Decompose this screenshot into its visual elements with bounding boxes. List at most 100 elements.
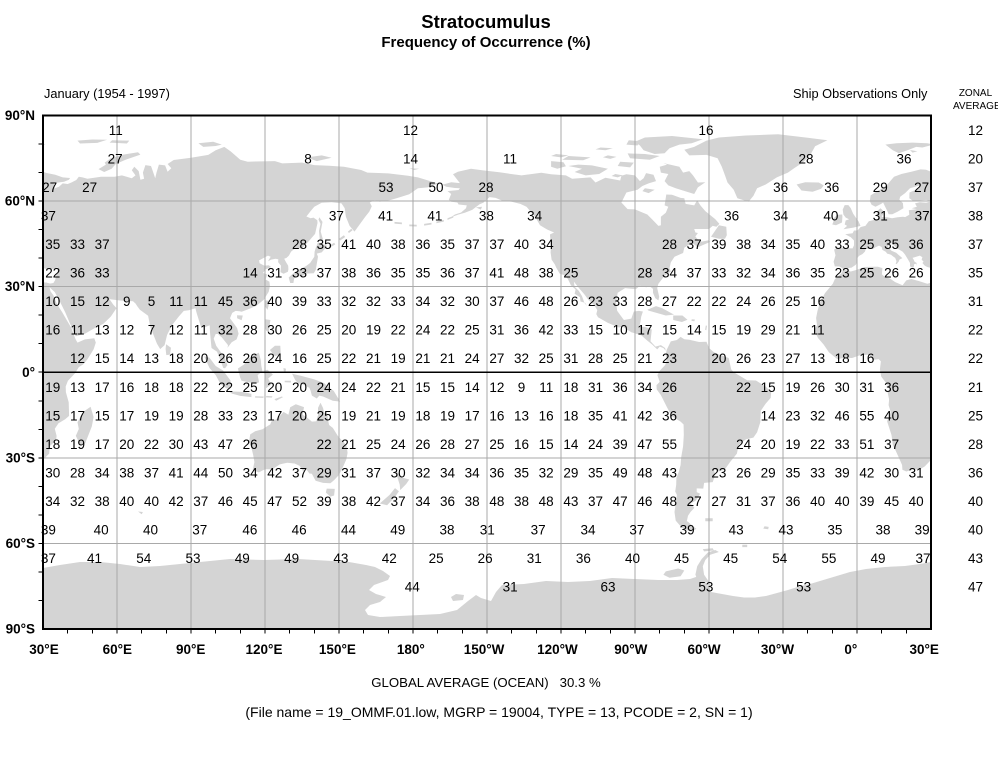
svg-text:24: 24	[391, 437, 407, 452]
svg-text:39: 39	[41, 522, 56, 537]
svg-text:24: 24	[736, 294, 752, 309]
svg-text:42: 42	[267, 465, 282, 480]
svg-text:35: 35	[785, 465, 800, 480]
svg-text:39: 39	[317, 494, 332, 509]
svg-text:30°E: 30°E	[909, 642, 938, 657]
svg-text:53: 53	[185, 551, 200, 566]
svg-text:18: 18	[835, 351, 850, 366]
svg-text:48: 48	[637, 465, 652, 480]
svg-text:17: 17	[119, 408, 134, 423]
svg-text:19: 19	[45, 380, 60, 395]
svg-text:8: 8	[304, 152, 312, 167]
svg-text:24: 24	[317, 380, 333, 395]
svg-text:41: 41	[169, 465, 184, 480]
svg-text:37: 37	[915, 209, 930, 224]
svg-text:45: 45	[674, 551, 689, 566]
svg-text:11: 11	[539, 380, 553, 395]
svg-text:24: 24	[588, 437, 604, 452]
svg-text:43: 43	[968, 551, 983, 566]
svg-text:36: 36	[785, 266, 800, 281]
svg-text:32: 32	[341, 294, 356, 309]
svg-text:23: 23	[711, 465, 726, 480]
svg-text:29: 29	[563, 465, 578, 480]
svg-text:38: 38	[736, 237, 751, 252]
svg-text:27: 27	[711, 494, 726, 509]
svg-text:11: 11	[194, 323, 208, 338]
svg-text:40: 40	[968, 494, 983, 509]
svg-text:53: 53	[796, 580, 811, 595]
svg-text:44: 44	[341, 522, 357, 537]
svg-text:25: 25	[429, 551, 444, 566]
svg-text:14: 14	[761, 408, 777, 423]
svg-text:34: 34	[761, 266, 777, 281]
svg-text:33: 33	[810, 465, 825, 480]
svg-text:36: 36	[489, 465, 504, 480]
svg-text:37: 37	[761, 494, 776, 509]
svg-text:36: 36	[773, 180, 788, 195]
svg-text:41: 41	[613, 408, 628, 423]
svg-text:14: 14	[465, 380, 481, 395]
svg-text:45: 45	[218, 294, 233, 309]
svg-text:26: 26	[810, 380, 825, 395]
svg-text:14: 14	[687, 323, 703, 338]
svg-text:19: 19	[440, 408, 455, 423]
svg-text:38: 38	[341, 266, 356, 281]
svg-text:39: 39	[711, 237, 726, 252]
svg-text:22: 22	[366, 380, 381, 395]
svg-text:54: 54	[772, 551, 788, 566]
svg-text:16: 16	[539, 408, 554, 423]
svg-text:26: 26	[662, 380, 677, 395]
svg-text:47: 47	[637, 437, 652, 452]
svg-text:24: 24	[267, 351, 283, 366]
svg-text:46: 46	[835, 408, 850, 423]
svg-text:14: 14	[563, 437, 579, 452]
svg-text:43: 43	[729, 522, 744, 537]
svg-text:34: 34	[527, 209, 543, 224]
svg-text:26: 26	[292, 323, 307, 338]
svg-text:45: 45	[243, 494, 258, 509]
svg-text:30: 30	[884, 465, 899, 480]
svg-text:36: 36	[366, 266, 381, 281]
svg-text:37: 37	[95, 237, 110, 252]
svg-text:40: 40	[884, 408, 899, 423]
svg-text:48: 48	[489, 494, 504, 509]
svg-text:26: 26	[478, 551, 493, 566]
svg-text:11: 11	[70, 323, 84, 338]
svg-text:18: 18	[169, 380, 184, 395]
svg-text:43: 43	[563, 494, 578, 509]
svg-text:90°W: 90°W	[614, 642, 647, 657]
svg-text:38: 38	[479, 209, 494, 224]
svg-text:37: 37	[391, 494, 406, 509]
svg-text:9: 9	[123, 294, 131, 309]
svg-text:26: 26	[243, 351, 258, 366]
svg-text:53: 53	[378, 180, 393, 195]
svg-text:13: 13	[144, 351, 159, 366]
svg-text:27: 27	[489, 351, 504, 366]
svg-text:37: 37	[884, 437, 899, 452]
svg-text:40: 40	[810, 494, 825, 509]
svg-text:28: 28	[798, 152, 813, 167]
svg-text:33: 33	[563, 323, 578, 338]
svg-text:34: 34	[415, 294, 431, 309]
svg-text:21: 21	[366, 351, 381, 366]
svg-text:43: 43	[193, 437, 208, 452]
svg-text:28: 28	[478, 180, 493, 195]
svg-text:32: 32	[514, 351, 529, 366]
svg-text:32: 32	[736, 266, 751, 281]
svg-text:21: 21	[968, 380, 983, 395]
svg-text:30: 30	[391, 465, 406, 480]
svg-text:54: 54	[136, 551, 152, 566]
svg-text:16: 16	[119, 380, 134, 395]
svg-text:180°: 180°	[397, 642, 425, 657]
svg-text:12: 12	[169, 323, 184, 338]
svg-text:35: 35	[45, 237, 60, 252]
svg-text:22: 22	[968, 323, 983, 338]
svg-text:22: 22	[968, 351, 983, 366]
svg-text:41: 41	[489, 266, 504, 281]
svg-text:36: 36	[785, 494, 800, 509]
svg-text:37: 37	[915, 551, 930, 566]
svg-text:53: 53	[698, 580, 713, 595]
svg-text:36: 36	[896, 152, 911, 167]
svg-text:12: 12	[489, 380, 504, 395]
svg-text:37: 37	[292, 465, 307, 480]
